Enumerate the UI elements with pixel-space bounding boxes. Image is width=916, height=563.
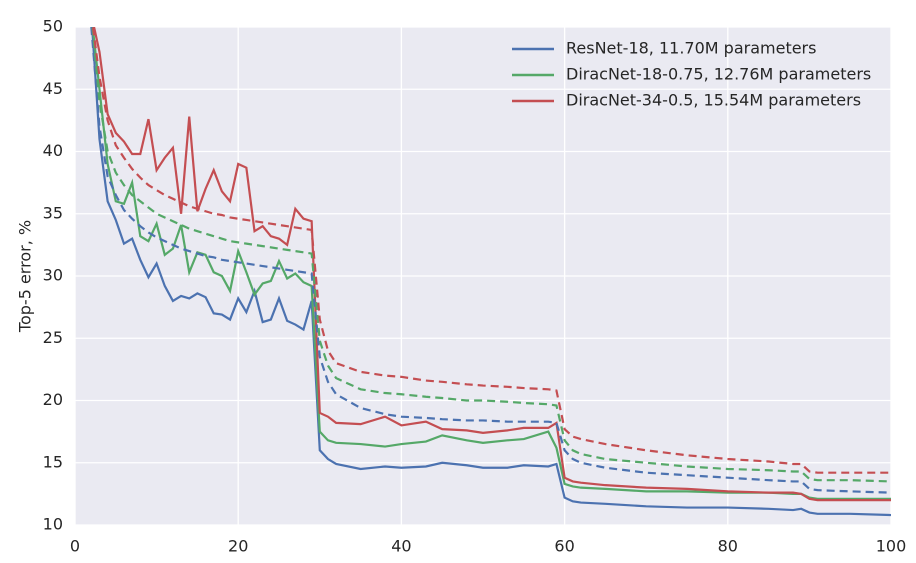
y-tick-label: 30 xyxy=(43,266,63,285)
lines xyxy=(90,27,891,517)
x-tick-label: 40 xyxy=(391,537,411,556)
legend-label: ResNet-18, 11.70M parameters xyxy=(566,39,816,58)
legend-label: DiracNet-34-0.5, 15.54M parameters xyxy=(566,91,861,110)
legend-label: DiracNet-18-0.75, 12.76M parameters xyxy=(566,65,871,84)
y-tick-label: 20 xyxy=(43,390,63,409)
x-tick-label: 60 xyxy=(554,537,574,556)
series-line xyxy=(91,27,891,500)
y-tick-label: 25 xyxy=(43,328,63,347)
x-tick-label: 100 xyxy=(876,537,907,556)
y-tick-label: 15 xyxy=(43,452,63,471)
y-tick-label: 40 xyxy=(43,141,63,160)
x-tick-label: 0 xyxy=(70,537,80,556)
y-tick-label: 10 xyxy=(43,515,63,534)
series-line xyxy=(90,27,891,494)
series-line xyxy=(91,27,891,474)
x-tick-label: 20 xyxy=(228,537,248,556)
y-tick-label: 45 xyxy=(43,79,63,98)
y-axis-label: Top-5 error, % xyxy=(16,220,35,333)
series-line xyxy=(91,27,891,483)
y-tick-label: 50 xyxy=(43,17,63,36)
x-tick-label: 80 xyxy=(718,537,738,556)
y-tick-label: 35 xyxy=(43,203,63,222)
